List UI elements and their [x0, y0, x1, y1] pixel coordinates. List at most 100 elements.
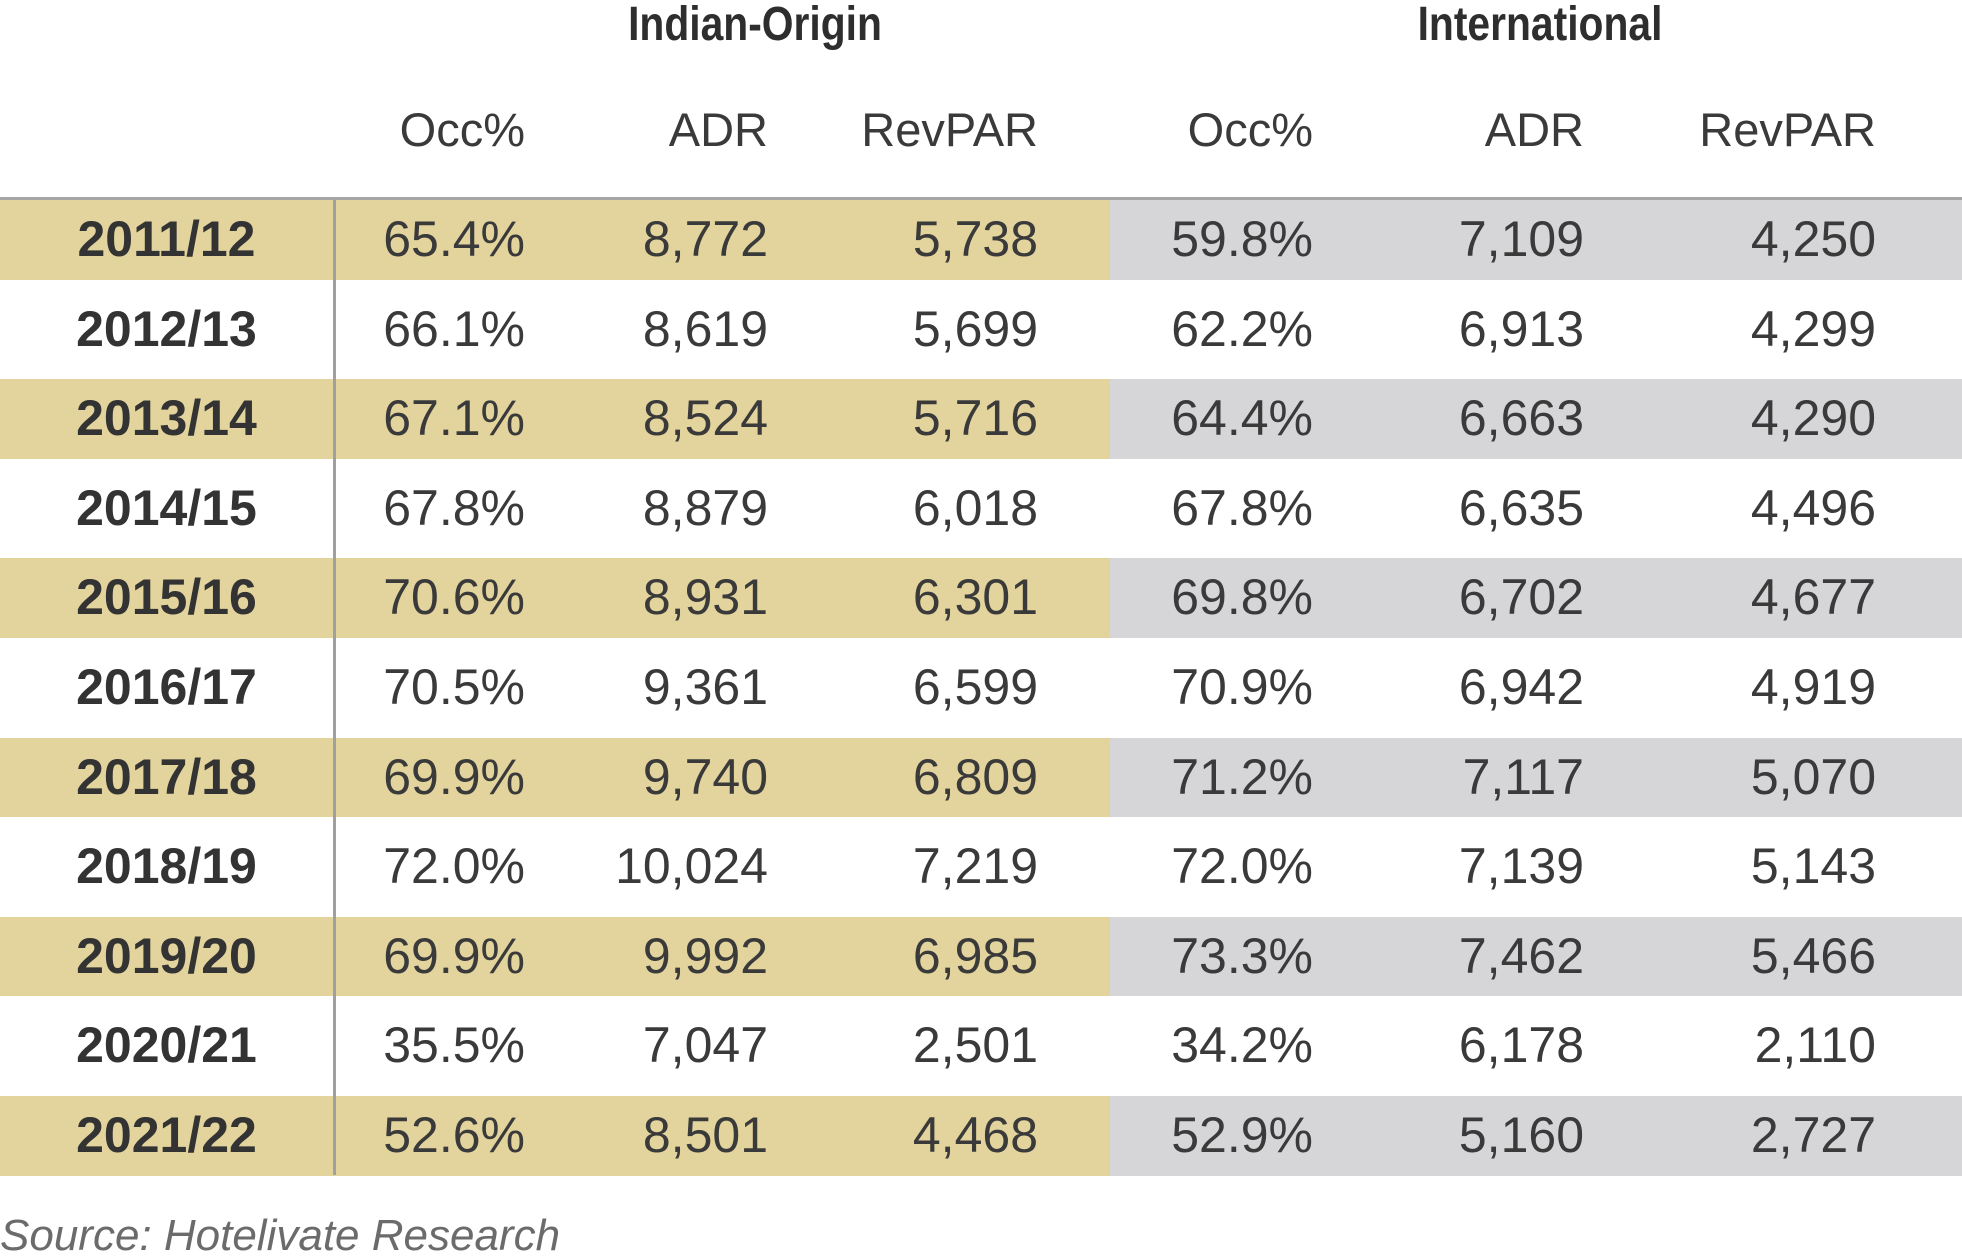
table-row: 2021/22 52.6% 8,501 4,468 52.9% 5,160 2,727 — [0, 1096, 1962, 1176]
value-cell: 10,024 — [615, 838, 768, 895]
value-cell: 4,677 — [1750, 569, 1876, 626]
table-row: 2012/13 66.1% 8,619 5,699 62.2% 6,913 4,299 — [0, 290, 1962, 370]
source-note: Source: Hotelivate Research — [0, 1211, 561, 1260]
value-cell: 7,219 — [912, 838, 1038, 895]
value-cell: 6,985 — [912, 927, 1038, 984]
column-header-2: RevPAR — [861, 103, 1038, 156]
value-cell: 7,139 — [1458, 838, 1584, 895]
value-cell: 9,992 — [642, 927, 768, 984]
value-cell: 8,879 — [642, 479, 768, 536]
indian-origin-band — [0, 379, 1110, 459]
value-cell: 70.9% — [1171, 659, 1313, 715]
value-cell: 9,740 — [642, 748, 768, 805]
value-cell: 70.5% — [383, 659, 525, 715]
value-cell: 5,143 — [1750, 838, 1876, 895]
value-cell: 8,931 — [642, 569, 768, 626]
value-cell: 4,299 — [1750, 300, 1876, 357]
value-cell: 62.2% — [1171, 300, 1313, 357]
value-cell: 71.2% — [1171, 748, 1313, 805]
year-cell: 2014/15 — [76, 479, 257, 536]
value-cell: 6,018 — [912, 479, 1038, 536]
header-rule — [0, 197, 1962, 201]
value-cell: 5,699 — [912, 300, 1038, 357]
indian-origin-band — [0, 1096, 1110, 1176]
column-header-3: Occ% — [1187, 103, 1313, 156]
value-cell: 70.6% — [383, 569, 525, 626]
value-cell: 72.0% — [1171, 838, 1313, 895]
international-band — [1110, 737, 1962, 818]
value-cell: 5,466 — [1750, 927, 1876, 984]
value-cell: 73.3% — [1171, 927, 1313, 984]
column-header-1: ADR — [668, 103, 768, 156]
value-cell: 67.1% — [383, 390, 525, 447]
table-row: 2015/16 70.6% 8,931 6,301 69.8% 6,702 4,677 — [0, 558, 1962, 638]
year-cell: 2013/14 — [76, 390, 257, 447]
value-cell: 65.4% — [383, 211, 525, 267]
value-cell: 2,110 — [1754, 1017, 1876, 1074]
value-cell: 52.6% — [383, 1107, 525, 1163]
value-cell: 2,727 — [1750, 1107, 1876, 1163]
table-row: 2014/15 67.8% 8,879 6,018 67.8% 6,635 4,496 — [0, 469, 1962, 549]
column-header-5: RevPAR — [1699, 103, 1876, 156]
value-cell: 4,496 — [1750, 479, 1876, 536]
indian-origin-band — [0, 916, 1110, 997]
year-cell: 2016/17 — [76, 659, 257, 715]
value-cell: 7,462 — [1458, 927, 1584, 984]
table-row: 2018/19 72.0% 10,024 7,219 72.0% 7,139 5,143 — [0, 827, 1962, 907]
value-cell: 8,524 — [642, 390, 768, 447]
value-cell: 2,501 — [912, 1017, 1038, 1074]
indian-origin-band — [0, 558, 1110, 638]
year-divider — [333, 200, 336, 1175]
value-cell: 7,047 — [642, 1017, 768, 1074]
value-cell: 8,501 — [642, 1107, 768, 1163]
value-cell: 6,942 — [1458, 659, 1584, 715]
value-cell: 8,619 — [642, 300, 768, 357]
value-cell: 6,809 — [912, 748, 1038, 805]
value-cell: 5,716 — [912, 390, 1038, 447]
value-cell: 5,070 — [1750, 748, 1876, 805]
year-cell: 2019/20 — [76, 927, 257, 984]
year-cell: 2020/21 — [76, 1017, 257, 1074]
value-cell: 9,361 — [642, 659, 768, 715]
value-cell: 67.8% — [1171, 479, 1313, 536]
table-row: 2019/20 69.9% 9,992 6,985 73.3% 7,462 5,466 — [0, 916, 1962, 997]
value-cell: 4,919 — [1750, 659, 1876, 715]
value-cell: 4,468 — [912, 1107, 1038, 1163]
value-cell: 35.5% — [383, 1017, 525, 1074]
column-header-0: Occ% — [399, 103, 525, 156]
group-title-international: International — [1417, 0, 1663, 51]
year-cell: 2021/22 — [76, 1107, 257, 1163]
year-cell: 2011/12 — [77, 211, 256, 267]
indian-origin-band — [0, 200, 1110, 280]
column-header-4: ADR — [1484, 103, 1584, 156]
value-cell: 66.1% — [383, 300, 525, 357]
value-cell: 6,599 — [912, 659, 1038, 715]
international-band — [1110, 558, 1962, 638]
value-cell: 59.8% — [1171, 211, 1313, 267]
value-cell: 6,702 — [1458, 569, 1584, 626]
year-cell: 2017/18 — [76, 748, 257, 805]
value-cell: 72.0% — [383, 838, 525, 895]
value-cell: 6,913 — [1458, 300, 1584, 357]
international-band — [1110, 379, 1962, 459]
group-title-indian-origin: Indian-Origin — [628, 0, 882, 51]
international-band — [1110, 1096, 1962, 1176]
table-row: 2013/14 67.1% 8,524 5,716 64.4% 6,663 4,290 — [0, 379, 1962, 459]
year-cell: 2018/19 — [76, 838, 257, 895]
international-band — [1110, 200, 1962, 280]
value-cell: 69.9% — [383, 927, 525, 984]
value-cell: 7,109 — [1458, 211, 1584, 267]
table-row: 2017/18 69.9% 9,740 6,809 71.2% 7,117 5,070 — [0, 737, 1962, 818]
value-cell: 6,178 — [1458, 1017, 1584, 1074]
value-cell: 6,301 — [912, 569, 1038, 626]
value-cell: 34.2% — [1171, 1017, 1313, 1074]
value-cell: 6,663 — [1458, 390, 1584, 447]
value-cell: 52.9% — [1171, 1107, 1313, 1163]
international-band — [1110, 916, 1962, 997]
value-cell: 64.4% — [1171, 390, 1313, 447]
value-cell: 5,738 — [912, 211, 1038, 267]
value-cell: 6,635 — [1458, 479, 1584, 536]
value-cell: 5,160 — [1458, 1107, 1584, 1163]
table-row: 2011/12 65.4% 8,772 5,738 59.8% 7,109 4,250 — [0, 200, 1962, 280]
value-cell: 7,117 — [1462, 748, 1584, 805]
